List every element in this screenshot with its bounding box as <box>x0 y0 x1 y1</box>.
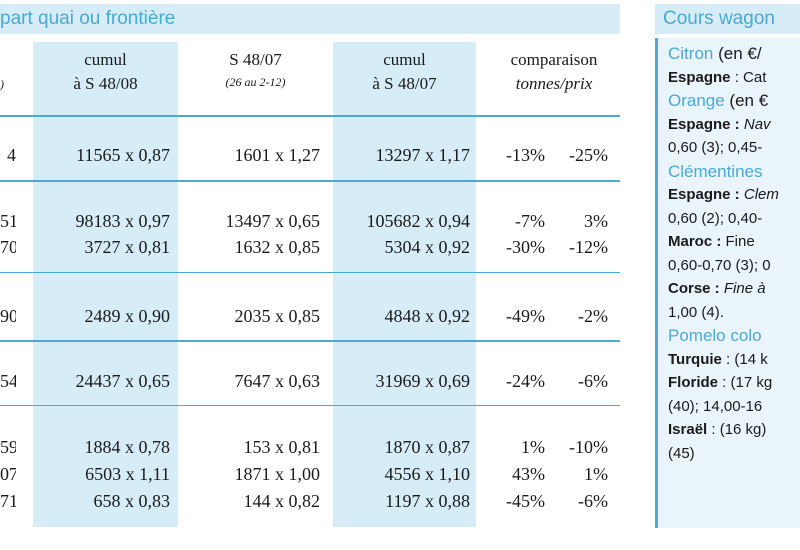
row-divider <box>0 340 620 342</box>
price-line: Israël : (16 kg) <box>668 421 767 438</box>
row-divider <box>0 180 620 182</box>
panel-header: Cours wagon <box>655 4 800 34</box>
cell-tonnes: -49% <box>506 306 545 326</box>
row-edge-value: 54 <box>0 371 16 391</box>
cell-s4807: 144 x 0,82 <box>243 491 321 511</box>
cell-cumul-08: 98183 x 0,97 <box>75 211 171 231</box>
cell-cumul-07: 1197 x 0,88 <box>385 491 470 511</box>
row-edge-value: 07 <box>0 464 16 484</box>
price-line: (45) <box>668 444 695 462</box>
cell-cumul-07: 4556 x 1,10 <box>384 464 471 484</box>
cell-cumul-08: 658 x 0,83 <box>93 491 171 511</box>
cell-prix: -6% <box>578 491 608 511</box>
category-heading: Citron (en €/ <box>668 44 762 63</box>
row-divider <box>0 115 620 117</box>
cell-s4807: 7647 x 0,63 <box>234 371 321 391</box>
cell-tonnes: -45% <box>506 491 545 511</box>
cell-tonnes: -13% <box>506 145 545 165</box>
price-line: 0,60 (3); 0,45- <box>668 139 763 156</box>
row-edge-value: 70 <box>0 237 16 257</box>
price-line: (40); 14,00-16 <box>668 397 763 415</box>
price-table: part quai ou frontière ) cumul à S 48/08… <box>0 4 620 527</box>
cell-cumul-07: 13297 x 1,17 <box>375 145 471 165</box>
column-header-cumul-07: cumul à S 48/07 <box>372 50 437 93</box>
cell-prix: 3% <box>584 211 608 231</box>
cell-cumul-08: 24437 x 0,65 <box>75 371 171 391</box>
row-divider <box>0 405 620 406</box>
price-line: Floride : (17 kg <box>668 374 773 391</box>
price-line: Espagne : Clem <box>668 186 779 203</box>
cell-cumul-08: 11565 x 0,87 <box>76 145 170 165</box>
row-edge-value: 59 <box>0 437 16 457</box>
cell-tonnes: 43% <box>512 464 545 484</box>
price-line: Corse : Fine à <box>668 280 766 297</box>
cell-prix: -2% <box>578 306 608 326</box>
cell-prix: 1% <box>584 464 608 484</box>
price-line: Espagne : Cat <box>668 68 767 86</box>
cell-tonnes: 1% <box>521 437 545 457</box>
cell-cumul-07: 105682 x 0,94 <box>366 211 471 231</box>
column-header-s4807: S 48/07 (26 au 2-12) <box>225 50 286 89</box>
price-line: 1,00 (4). <box>668 303 724 321</box>
row-edge-value: 90 <box>0 306 16 326</box>
column-header-edge: ) <box>0 77 4 91</box>
cell-cumul-08: 6503 x 1,11 <box>85 464 170 484</box>
cell-cumul-07: 4848 x 0,92 <box>384 306 471 326</box>
category-heading: Orange (en € <box>668 91 769 110</box>
category-heading: Pomelo colo <box>668 326 762 345</box>
cell-cumul-08: 3727 x 0,81 <box>84 237 171 257</box>
cell-s4807: 1871 x 1,00 <box>234 464 321 484</box>
cell-s4807: 2035 x 0,85 <box>234 306 321 326</box>
row-edge-value: 4 <box>7 145 16 165</box>
price-line: Maroc : Fine <box>668 233 755 250</box>
cell-cumul-07: 1870 x 0,87 <box>384 437 471 457</box>
table-section-header: part quai ou frontière <box>0 4 620 34</box>
cell-prix: -6% <box>578 371 608 391</box>
cell-s4807: 1632 x 0,85 <box>234 237 321 257</box>
cell-prix: -25% <box>569 145 608 165</box>
category-heading: Clémentines <box>668 161 763 181</box>
cell-cumul-08: 2489 x 0,90 <box>84 306 171 326</box>
cell-tonnes: -30% <box>506 237 545 257</box>
row-edge-value: 51 <box>0 211 16 231</box>
column-shade-cumul-07 <box>333 42 476 527</box>
panel-body: Citron (en €/ Espagne : Cat Orange (en €… <box>655 38 800 528</box>
column-header-comparaison: comparaison tonnes/prix <box>510 50 598 93</box>
wagon-prices-panel: Cours wagon Citron (en €/ Espagne : Cat … <box>655 0 800 550</box>
price-line: Turquie : (14 k <box>668 350 768 368</box>
cell-cumul-08: 1884 x 0,78 <box>84 437 171 457</box>
cell-tonnes: -7% <box>515 211 545 231</box>
cell-s4807: 153 x 0,81 <box>243 437 321 457</box>
cell-s4807: 1601 x 1,27 <box>234 145 321 165</box>
cell-cumul-07: 5304 x 0,92 <box>384 237 471 257</box>
cell-tonnes: -24% <box>506 371 545 391</box>
cell-s4807: 13497 x 0,65 <box>225 211 321 231</box>
price-line: 0,60 (2); 0,40- <box>668 209 763 227</box>
column-shade-cumul-08 <box>33 42 178 527</box>
cell-prix: -12% <box>569 237 608 257</box>
price-line: 0,60-0,70 (3); 0 <box>668 256 771 274</box>
row-divider <box>0 272 620 273</box>
price-line: Espagne : Nav <box>668 115 771 133</box>
cell-cumul-07: 31969 x 0,69 <box>375 371 471 391</box>
column-header-cumul-08: cumul à S 48/08 <box>73 50 138 93</box>
cell-prix: -10% <box>569 437 608 457</box>
row-edge-value: 71 <box>0 491 16 511</box>
